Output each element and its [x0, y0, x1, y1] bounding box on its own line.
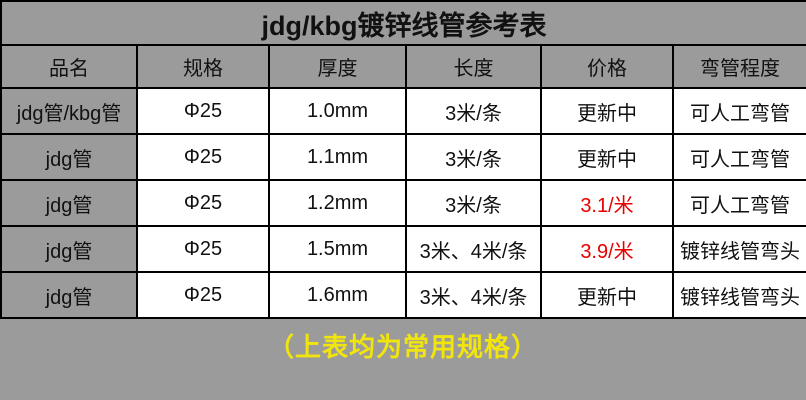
table-cell: Φ25: [136, 271, 270, 319]
table-cell: 更新中: [540, 271, 674, 319]
table-row: jdg管 Φ25 1.5mm 3米、4米/条 3.9/米 镀锌线管弯头: [0, 225, 806, 273]
column-header-spec: 规格: [136, 44, 270, 89]
column-header-length: 长度: [405, 44, 542, 89]
column-header-price: 价格: [540, 44, 674, 89]
table-cell: 3.9/米: [540, 225, 674, 273]
table-cell: Φ25: [136, 87, 270, 135]
table-cell: 3米、4米/条: [405, 271, 542, 319]
reference-table: jdg/kbg镀锌线管参考表 品名 规格 厚度 长度 价格 弯管程度 jdg管/…: [0, 0, 806, 319]
table-cell: 更新中: [540, 87, 674, 135]
header-row: 品名 规格 厚度 长度 价格 弯管程度: [0, 44, 806, 89]
product-name-cell: jdg管: [0, 225, 138, 273]
table-cell: 1.1mm: [268, 133, 407, 181]
table-cell: 可人工弯管: [672, 87, 806, 135]
table-row: jdg管 Φ25 1.6mm 3米、4米/条 更新中 镀锌线管弯头: [0, 271, 806, 319]
table-cell: 3米、4米/条: [405, 225, 542, 273]
table-cell: 1.6mm: [268, 271, 407, 319]
table-row: jdg管/kbg管 Φ25 1.0mm 3米/条 更新中 可人工弯管: [0, 87, 806, 135]
product-name-cell: jdg管: [0, 271, 138, 319]
table-cell: 3米/条: [405, 133, 542, 181]
table-cell: 可人工弯管: [672, 133, 806, 181]
title-row: jdg/kbg镀锌线管参考表: [0, 0, 806, 46]
table-cell: 可人工弯管: [672, 179, 806, 227]
table-cell: 更新中: [540, 133, 674, 181]
table-cell: 3.1/米: [540, 179, 674, 227]
column-header-thickness: 厚度: [268, 44, 407, 89]
table-cell: 3米/条: [405, 179, 542, 227]
table-row: jdg管 Φ25 1.1mm 3米/条 更新中 可人工弯管: [0, 133, 806, 181]
product-name-cell: jdg管/kbg管: [0, 87, 138, 135]
product-name-cell: jdg管: [0, 133, 138, 181]
table-cell: 1.2mm: [268, 179, 407, 227]
table-cell: Φ25: [136, 179, 270, 227]
footer-band: （上表均为常用规格）: [0, 319, 806, 372]
table-cell: 镀锌线管弯头: [672, 271, 806, 319]
table-cell: 1.0mm: [268, 87, 407, 135]
table-row: jdg管 Φ25 1.2mm 3米/条 3.1/米 可人工弯管: [0, 179, 806, 227]
table-cell: 3米/条: [405, 87, 542, 135]
column-header-bend-degree: 弯管程度: [672, 44, 806, 89]
product-name-cell: jdg管: [0, 179, 138, 227]
table-head: jdg/kbg镀锌线管参考表 品名 规格 厚度 长度 价格 弯管程度: [0, 0, 806, 89]
column-header-product-name: 品名: [0, 44, 138, 89]
footer-note: （上表均为常用规格）: [267, 332, 538, 362]
table-cell: Φ25: [136, 225, 270, 273]
table-cell: 镀锌线管弯头: [672, 225, 806, 273]
table-body: jdg管/kbg管 Φ25 1.0mm 3米/条 更新中 可人工弯管 jdg管 Φ25 1.1m…: [0, 87, 806, 319]
table-cell: 1.5mm: [268, 225, 407, 273]
table-title: jdg/kbg镀锌线管参考表: [0, 0, 806, 46]
table-cell: Φ25: [136, 133, 270, 181]
